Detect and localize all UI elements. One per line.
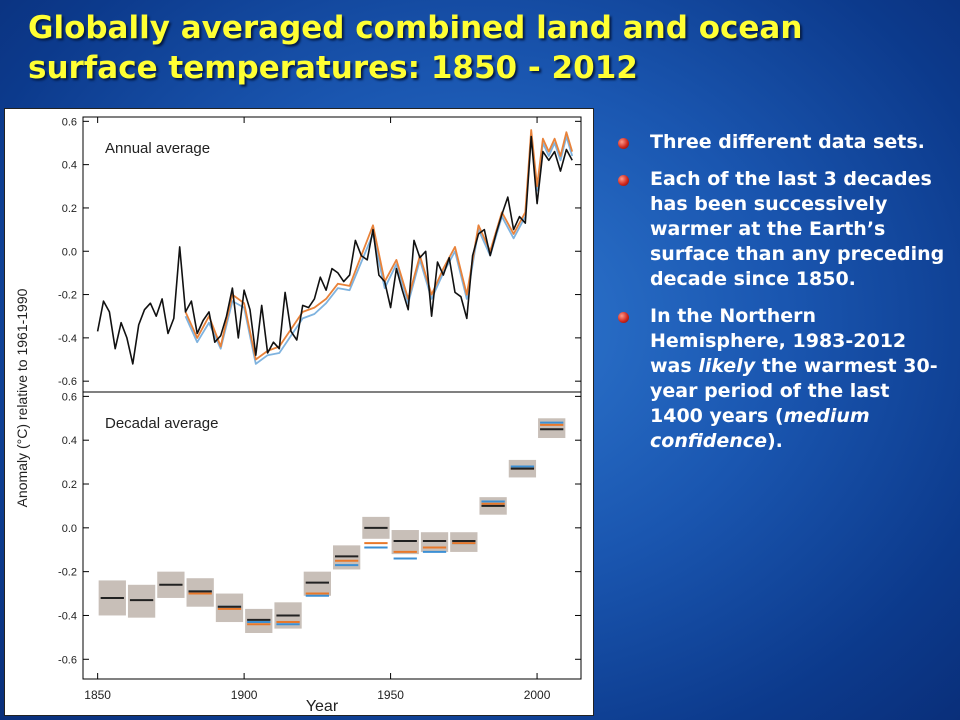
bullet-text: Three different data sets.: [650, 131, 925, 153]
bullet-text-part: likely: [698, 355, 756, 377]
decadal-panel-label: Decadal average: [105, 415, 218, 432]
annual-ytick-label: 0.0: [62, 246, 77, 258]
decadal-ytick-label: 0.0: [62, 523, 77, 535]
bullet-item: Three different data sets.: [618, 130, 948, 155]
annual-ytick-label: -0.4: [58, 333, 77, 345]
temperature-figure: 0.6 0.4 0.2 0.0 -0.2 -0.4 -0.6 0.6 0.4 0.2 0.0 -0.…: [4, 108, 594, 716]
decade-uncertainty-box: [303, 571, 331, 596]
decade-uncertainty-box: [420, 532, 449, 552]
bullet-marker-icon: [618, 138, 629, 149]
annual-ytick-label: 0.6: [62, 116, 77, 128]
bullet-text-part: Each of the last 3 decades has been succ…: [650, 168, 945, 290]
annual-panel-label: Annual average: [105, 140, 210, 157]
bullet-text: Each of the last 3 decades has been succ…: [650, 168, 944, 290]
bullet-text-part: medium confidence: [650, 405, 870, 452]
bullet-text-part: Three different data sets.: [650, 131, 925, 153]
xtick-label: 1850: [84, 688, 111, 702]
xtick-label: 1900: [231, 688, 258, 702]
decadal-ytick-label: -0.4: [58, 610, 77, 622]
xtick-label: 1950: [377, 688, 404, 702]
plot-frame: [82, 116, 582, 680]
bullet-marker-icon: [618, 312, 629, 323]
bullet-marker-icon: [618, 175, 629, 186]
bullet-text-part: ).: [766, 430, 783, 452]
decade-uncertainty-box: [450, 532, 478, 552]
decadal-ytick-label: 0.4: [62, 435, 77, 447]
decade-uncertainty-box: [127, 584, 156, 618]
decadal-ytick-label: -0.2: [58, 567, 77, 579]
decadal-ytick-label: -0.6: [58, 654, 77, 666]
bullet-text-part: the warmest 30-year period of the last 1…: [650, 355, 938, 427]
decadal-ytick-label: 0.6: [62, 391, 77, 403]
annual-ytick-label: 0.4: [62, 160, 77, 172]
decade-uncertainty-box: [391, 530, 419, 555]
slide-title: Globally averaged combined land and ocea…: [28, 10, 803, 86]
annual-ytick-label: -0.2: [58, 290, 77, 302]
annual-ytick-label: -0.6: [58, 376, 77, 388]
y-axis-label: Anomaly (°C) relative to 1961-1990: [14, 288, 30, 507]
x-axis-label: Year: [306, 698, 339, 715]
decade-uncertainty-box: [245, 608, 273, 633]
bullet-item: Each of the last 3 decades has been succ…: [618, 167, 948, 292]
bullet-text: In the Northern Hemisphere, 1983-2012 wa…: [650, 305, 938, 452]
annual-series-line: [96, 135, 573, 365]
bullet-text-part: In the Northern Hemisphere, 1983-2012 wa…: [650, 305, 907, 377]
bullet-list: Three different data sets. Each of the la…: [618, 130, 948, 466]
decadal-ytick-label: 0.2: [62, 479, 77, 491]
annual-ytick-label: 0.2: [62, 203, 77, 215]
decade-uncertainty-box: [186, 578, 214, 607]
decade-uncertainty-box: [538, 418, 566, 439]
xtick-label: 2000: [524, 688, 551, 702]
temperature-chart-svg: 0.6 0.4 0.2 0.0 -0.2 -0.4 -0.6 0.6 0.4 0.2 0.0 -0.…: [14, 116, 582, 715]
decade-uncertainty-box: [215, 593, 244, 623]
annual-series-line: [184, 129, 574, 361]
bullet-item: In the Northern Hemisphere, 1983-2012 wa…: [618, 304, 948, 454]
